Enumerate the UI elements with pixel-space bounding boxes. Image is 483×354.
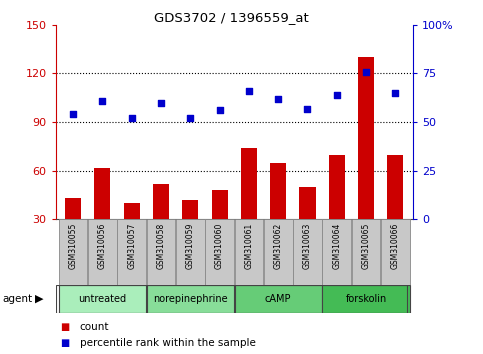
- Text: GSM310062: GSM310062: [274, 223, 283, 269]
- Point: [274, 96, 282, 102]
- Point: [128, 115, 136, 121]
- Text: count: count: [80, 322, 109, 332]
- Text: GSM310056: GSM310056: [98, 223, 107, 269]
- Point: [69, 112, 77, 117]
- Text: cAMP: cAMP: [265, 294, 291, 304]
- Bar: [205, 219, 234, 285]
- Bar: [323, 285, 410, 313]
- Bar: [235, 219, 263, 285]
- Bar: [88, 219, 117, 285]
- Text: GSM310058: GSM310058: [156, 223, 166, 269]
- Text: ■: ■: [60, 338, 70, 348]
- Text: GDS3702 / 1396559_at: GDS3702 / 1396559_at: [155, 11, 309, 24]
- Point: [245, 88, 253, 94]
- Bar: [235, 285, 322, 313]
- Point: [362, 69, 370, 74]
- Bar: [387, 155, 403, 268]
- Bar: [65, 198, 81, 268]
- Text: untreated: untreated: [78, 294, 127, 304]
- Bar: [147, 219, 175, 285]
- Text: agent: agent: [2, 294, 32, 304]
- Text: GSM310065: GSM310065: [362, 223, 370, 269]
- Bar: [124, 203, 140, 268]
- Text: norepinephrine: norepinephrine: [153, 294, 227, 304]
- Text: ■: ■: [60, 322, 70, 332]
- Bar: [59, 219, 87, 285]
- Bar: [264, 219, 293, 285]
- Bar: [358, 57, 374, 268]
- Text: GSM310061: GSM310061: [244, 223, 254, 269]
- Point: [304, 105, 312, 111]
- Bar: [352, 219, 381, 285]
- Bar: [94, 167, 111, 268]
- Point: [99, 98, 106, 103]
- Bar: [299, 187, 315, 268]
- Bar: [212, 190, 227, 268]
- Text: GSM310059: GSM310059: [186, 223, 195, 269]
- Text: GSM310064: GSM310064: [332, 223, 341, 269]
- Text: forskolin: forskolin: [345, 294, 387, 304]
- Bar: [270, 163, 286, 268]
- Bar: [323, 219, 351, 285]
- Bar: [182, 200, 199, 268]
- Point: [333, 92, 341, 98]
- Text: GSM310057: GSM310057: [127, 223, 136, 269]
- Text: GSM310060: GSM310060: [215, 223, 224, 269]
- Bar: [381, 219, 410, 285]
- Bar: [153, 184, 169, 268]
- Bar: [329, 155, 345, 268]
- Point: [216, 108, 224, 113]
- Bar: [59, 285, 146, 313]
- Bar: [147, 285, 234, 313]
- Point: [392, 90, 399, 96]
- Point: [157, 100, 165, 105]
- Text: GSM310066: GSM310066: [391, 223, 400, 269]
- Bar: [176, 219, 205, 285]
- Text: GSM310063: GSM310063: [303, 223, 312, 269]
- Bar: [117, 219, 146, 285]
- Text: ▶: ▶: [35, 294, 43, 304]
- Text: GSM310055: GSM310055: [69, 223, 78, 269]
- Text: percentile rank within the sample: percentile rank within the sample: [80, 338, 256, 348]
- Bar: [293, 219, 322, 285]
- Bar: [241, 148, 257, 268]
- Point: [186, 115, 194, 121]
